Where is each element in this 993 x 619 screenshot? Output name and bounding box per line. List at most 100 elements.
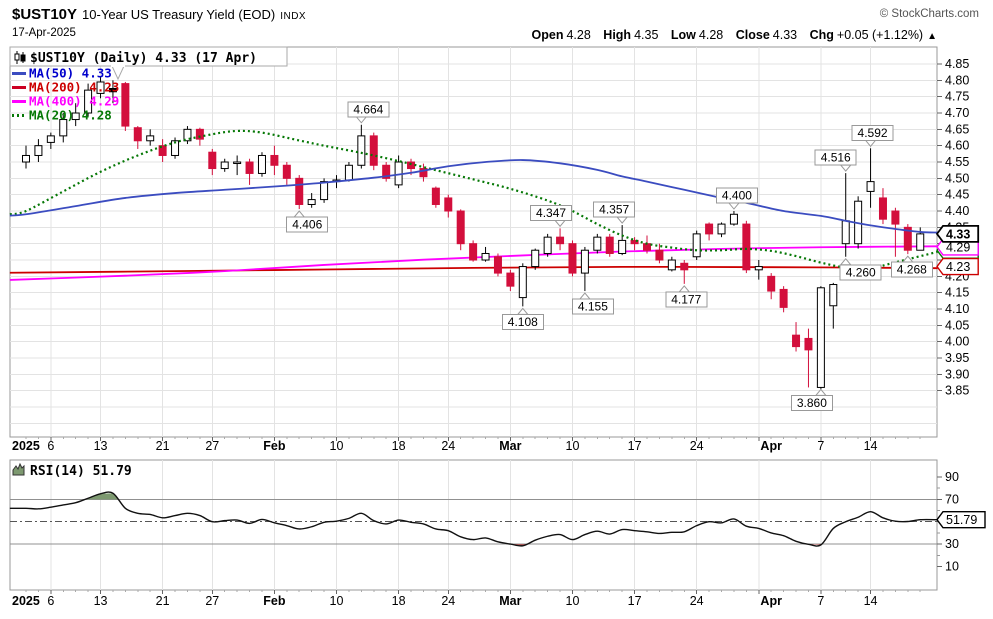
annotation-box — [790, 394, 833, 411]
annotation-label: 4.260 — [846, 265, 876, 279]
svg-text:3.85: 3.85 — [945, 384, 969, 398]
chg-value: +0.05 (+1.12%) — [836, 28, 924, 42]
svg-text:4.55: 4.55 — [945, 155, 969, 169]
candle — [667, 256, 676, 272]
candle — [22, 145, 30, 169]
svg-text:30: 30 — [945, 537, 959, 551]
open-value: 4.28 — [566, 28, 591, 42]
close-label: Close — [735, 28, 770, 42]
candle — [729, 211, 738, 226]
x-axis-label: 6 — [47, 439, 54, 453]
svg-text:90: 90 — [945, 470, 959, 484]
candle — [705, 222, 714, 241]
candle — [742, 220, 751, 274]
x-axis-label: 18 — [392, 594, 406, 608]
candle — [518, 263, 527, 307]
candle — [121, 81, 130, 131]
legend-tooltip-box — [9, 46, 288, 67]
x-axis-label: 7 — [817, 594, 824, 608]
annotation-box — [347, 101, 390, 118]
candle — [891, 207, 900, 257]
price-tag-label: 4.29 — [946, 240, 970, 254]
x-axis-label: Mar — [499, 439, 521, 453]
candle — [792, 322, 801, 352]
x-axis-label: 27 — [205, 439, 219, 453]
candle — [866, 148, 875, 208]
candle — [444, 194, 453, 218]
candle — [270, 145, 279, 176]
svg-text:4.05: 4.05 — [945, 318, 969, 332]
svg-text:3.90: 3.90 — [945, 367, 969, 381]
svg-text:3.95: 3.95 — [945, 351, 969, 365]
ohlc-readout: Open 4.28 High 4.35 Low 4.28 Close 4.33 Chg +… — [532, 28, 937, 42]
candle — [419, 163, 428, 182]
annotation-box — [501, 313, 544, 330]
candle — [816, 286, 825, 390]
candle — [46, 132, 55, 149]
candle — [245, 158, 254, 185]
candle — [357, 124, 366, 169]
rsi-legend: RSI(14) 51.79 — [12, 462, 132, 479]
svg-text:MA(400) 4.29: MA(400) 4.29 — [29, 94, 119, 109]
candle — [133, 126, 142, 149]
annotation-box — [851, 124, 894, 141]
candlestick-icon — [14, 51, 26, 64]
candle — [34, 139, 43, 163]
svg-text:4.50: 4.50 — [945, 171, 969, 185]
svg-text:4.75: 4.75 — [945, 90, 969, 104]
candle — [580, 246, 589, 292]
candle — [804, 328, 813, 388]
candle — [767, 273, 776, 300]
candle — [59, 113, 68, 143]
annotation-box — [839, 264, 882, 281]
annotation-label: 4.664 — [353, 102, 383, 116]
price-annotations: 4.664 4.406 4.108 4.347 4.155 4.357 4.177 4.400… — [286, 101, 933, 411]
candle — [878, 188, 887, 225]
annotation-label: 4.108 — [508, 315, 538, 329]
rsi-tag-label: 51.79 — [946, 513, 977, 527]
candle — [481, 246, 490, 262]
annotation-label: 4.155 — [578, 300, 608, 314]
price-tag-label: 4.33 — [946, 227, 970, 241]
legend-row: MA(20) 4.28 — [12, 108, 112, 123]
x-axis-label: 21 — [156, 594, 170, 608]
low-label: Low — [670, 28, 696, 42]
chart-root: 4.85 4.80 4.75 4.70 4.65 4.60 4.55 4.50 4.45 4.40… — [9, 46, 986, 608]
svg-text:MA(200) 4.23: MA(200) 4.23 — [29, 80, 119, 95]
candle — [183, 126, 192, 145]
x-axis-label: 10 — [330, 439, 344, 453]
candle — [680, 260, 689, 284]
candle — [655, 243, 664, 264]
annotation-box — [715, 187, 758, 204]
candle — [71, 103, 80, 127]
open-label: Open — [531, 28, 564, 42]
candle — [344, 162, 353, 182]
candle — [108, 80, 117, 104]
x-axis-label: 2025 — [12, 594, 40, 608]
candle — [531, 248, 540, 270]
annotation-box — [890, 261, 933, 278]
annotation-label: 4.347 — [536, 206, 566, 220]
candle — [543, 233, 552, 257]
ma50-line — [9, 159, 938, 234]
candle — [431, 186, 440, 208]
price-tag — [936, 257, 979, 276]
annotation-box — [571, 298, 614, 315]
svg-text:10: 10 — [945, 559, 959, 573]
candles-layer — [22, 77, 925, 390]
price-panel[interactable]: 4.85 4.80 4.75 4.70 4.65 4.60 4.55 4.50 4.45 4.40… — [9, 46, 980, 441]
rsi-band-fill — [84, 493, 118, 500]
legend-row: MA(200) 4.23 — [12, 80, 119, 95]
x-axis-label: 10 — [566, 439, 580, 453]
x-axis-label: 24 — [441, 439, 455, 453]
annotation-label: 4.268 — [897, 263, 927, 277]
chg-up-arrow-icon: ▲ — [927, 31, 937, 42]
annotation-label: 4.406 — [292, 218, 322, 232]
rsi-value-tag: 51.79 — [936, 511, 986, 529]
x-axis-label: 10 — [566, 594, 580, 608]
candle — [754, 260, 763, 280]
svg-text:4.40: 4.40 — [945, 204, 969, 218]
